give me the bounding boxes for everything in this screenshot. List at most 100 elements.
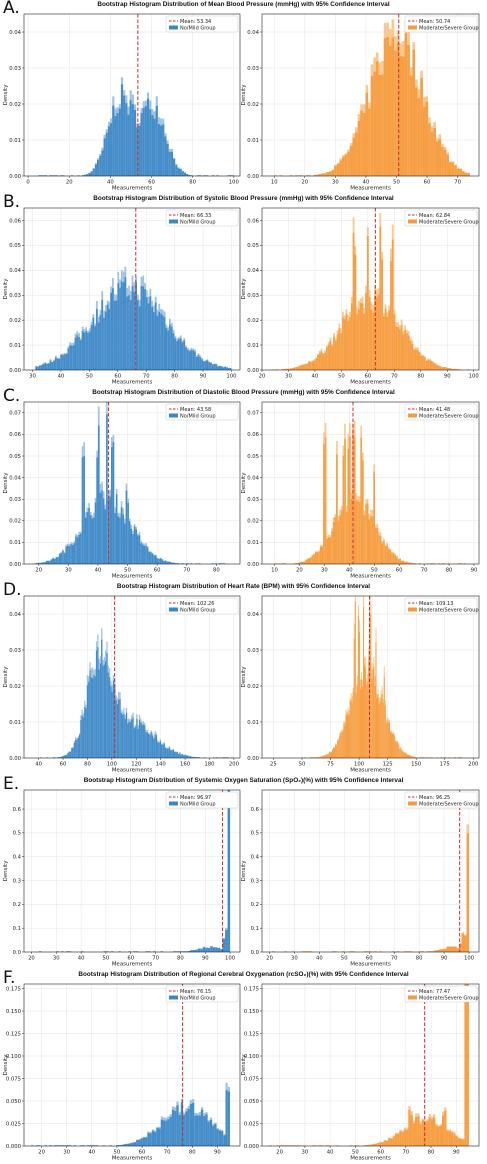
- histogram-bar: [357, 500, 359, 564]
- x-tick-label: 60: [377, 1150, 384, 1156]
- histogram-bar: [35, 366, 38, 370]
- histogram-bar: [394, 1134, 398, 1146]
- axes-frame: [261, 595, 480, 759]
- histogram-bar: [366, 684, 368, 758]
- x-axis-label: Measurements: [350, 768, 391, 774]
- histogram-bar: [209, 1119, 213, 1146]
- x-tick-label: 70: [143, 374, 150, 380]
- histogram-bar: [326, 538, 328, 564]
- histogram-bar: [460, 757, 462, 758]
- histogram-bar: [336, 1145, 339, 1146]
- histogram-bar: [187, 563, 190, 564]
- histogram-bar: [444, 1110, 447, 1146]
- histogram-bar: [65, 546, 68, 564]
- histogram-bar: [76, 739, 78, 758]
- histogram-bar: [309, 951, 312, 952]
- legend-box: [165, 985, 239, 1003]
- histogram-bar: [386, 545, 388, 564]
- histogram-bar: [368, 296, 371, 370]
- y-tick-label: 0.1: [13, 926, 21, 932]
- histogram-bar: [441, 1115, 445, 1146]
- axes-frame: [23, 789, 241, 953]
- x-tick-label: 70: [454, 180, 461, 186]
- x-tick-label: 50: [86, 374, 93, 380]
- histogram-bar: [174, 563, 177, 564]
- histogram-bar: [297, 175, 301, 176]
- histogram-bar: [355, 693, 357, 758]
- histogram-bar: [338, 739, 340, 758]
- histogram-bar: [101, 150, 104, 176]
- x-tick-label: 60: [114, 374, 121, 380]
- histogram-bar: [62, 756, 64, 758]
- histogram-bar: [448, 757, 450, 758]
- histogram-bar: [423, 357, 426, 370]
- histogram-bars: [274, 19, 470, 177]
- x-tick-label: 20: [259, 374, 266, 380]
- x-tick-label: 70: [391, 374, 398, 380]
- histogram-bar: [223, 563, 225, 564]
- histogram-bar: [331, 531, 333, 564]
- figure-panel: B. Bootstrap Histogram Distribution of Sy…: [0, 192, 487, 388]
- x-axis-label: Measurements: [112, 186, 153, 192]
- histogram-bar: [93, 517, 95, 564]
- histogram-bar: [381, 543, 384, 564]
- histogram-bar: [290, 368, 293, 370]
- histogram-bar: [446, 154, 449, 176]
- legend-box: [165, 597, 239, 615]
- histogram-bar: [104, 311, 107, 370]
- y-tick-label: 0.01: [247, 343, 259, 349]
- histogram-bar: [207, 1121, 210, 1146]
- y-tick-label: 0.02: [9, 684, 21, 690]
- histogram-bar: [196, 757, 198, 758]
- histogram-bar: [399, 749, 401, 758]
- histogram-bar: [53, 1145, 56, 1146]
- y-tick-label: 0.07: [247, 411, 259, 417]
- histogram-bar: [54, 357, 57, 370]
- histogram-bar: [81, 457, 84, 564]
- histogram-bar: [177, 339, 180, 370]
- histogram-bar: [385, 723, 387, 758]
- x-tick-label: 50: [338, 374, 345, 380]
- y-axis-label: Density: [3, 84, 9, 106]
- histogram-bar: [188, 351, 191, 370]
- panel-letter: B.: [3, 192, 21, 212]
- histogram-bar: [217, 366, 219, 370]
- histogram-bar: [110, 951, 114, 952]
- axes-frame: [261, 789, 480, 953]
- histogram-bar: [168, 151, 171, 176]
- histogram-bar: [218, 366, 221, 370]
- histogram-bar: [314, 757, 316, 758]
- histogram-bar: [269, 1145, 272, 1146]
- histogram-bar: [67, 348, 70, 370]
- histogram-bar: [365, 1144, 368, 1146]
- histogram-bar: [96, 457, 98, 564]
- histogram-bar: [140, 543, 142, 564]
- histogram-bar: [339, 736, 341, 758]
- histogram-bar: [68, 951, 72, 952]
- histogram-bar: [119, 517, 121, 564]
- histogram-bar: [197, 948, 201, 952]
- histogram-bar: [212, 1125, 215, 1146]
- histogram-bar: [158, 743, 160, 758]
- x-tick-label: 30: [53, 956, 60, 962]
- histogram-bar: [77, 175, 80, 176]
- y-tick-label: 0.0: [251, 950, 260, 956]
- histogram-bar: [323, 755, 325, 758]
- x-tick-label: 80: [189, 180, 196, 186]
- histogram-bar: [366, 235, 369, 370]
- histogram-bar: [320, 351, 323, 370]
- histogram-bar: [420, 77, 423, 176]
- histogram-bar: [308, 558, 311, 564]
- histogram-bar: [417, 1116, 420, 1146]
- histogram-bar: [383, 38, 387, 176]
- histogram-bar: [73, 1145, 76, 1146]
- histogram-bar: [351, 703, 353, 758]
- histogram-bar: [163, 317, 166, 370]
- histogram-bar: [131, 719, 133, 758]
- histogram-bar: [341, 951, 345, 952]
- histogram-bar: [121, 714, 124, 758]
- x-tick-label: 20: [296, 568, 303, 574]
- histogram-bar: [210, 363, 212, 370]
- histogram-bar: [441, 757, 443, 758]
